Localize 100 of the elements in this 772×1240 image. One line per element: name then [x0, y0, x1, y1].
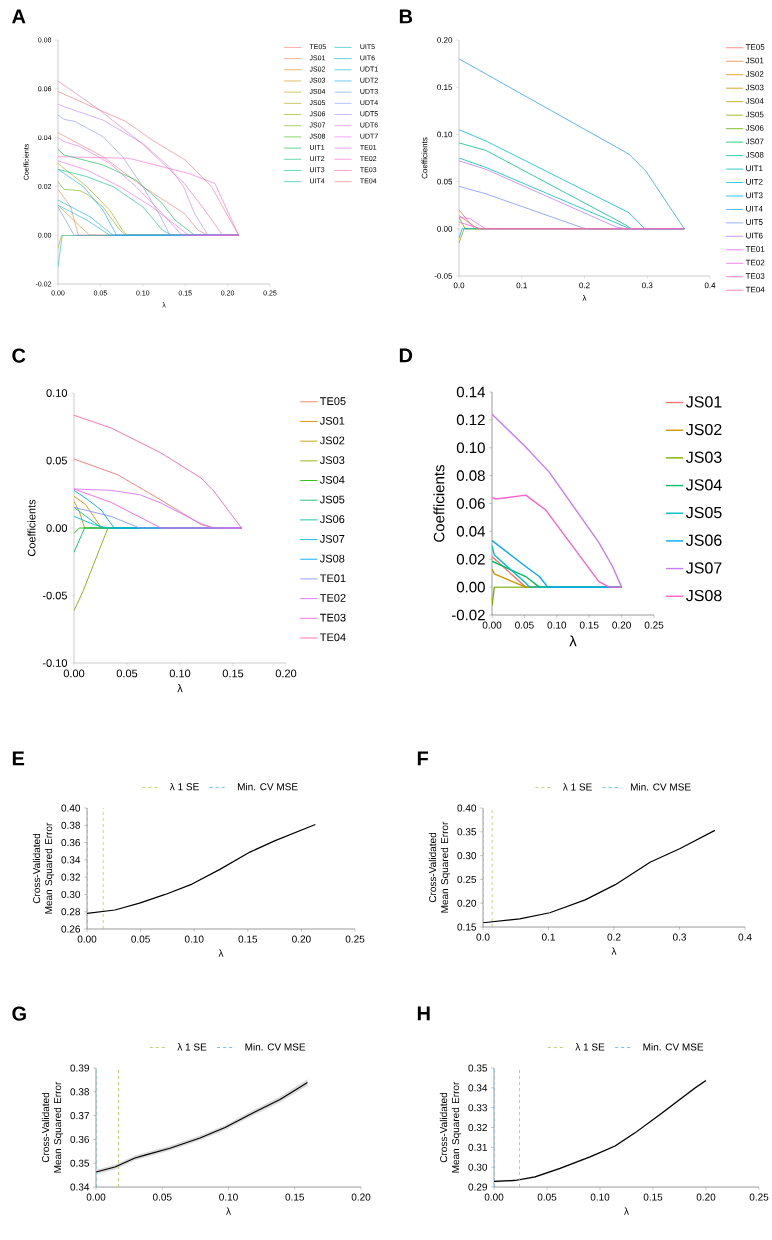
x-tick-label: 0.15 [238, 935, 258, 943]
x-tick-label: 0.2 [579, 282, 590, 289]
y-tick-label: 0.35 [457, 828, 477, 836]
y-tick-label: 0.36 [70, 1135, 90, 1143]
legend-label: JS06 [686, 534, 722, 546]
y-tick-label: 0.39 [70, 1064, 89, 1072]
legend-label: JS04 [319, 475, 345, 484]
y-tick-label: 0.10 [437, 131, 453, 138]
legend-label: JS06 [745, 125, 764, 131]
y-tick-label: 0.06 [456, 498, 485, 509]
legend-label: JS02 [319, 436, 345, 445]
x-tick-label: 0.15 [222, 669, 244, 678]
y-tick-label: 0.20 [457, 899, 477, 907]
x-tick-label: 0.00 [77, 935, 97, 943]
legend-label: JS03 [686, 451, 722, 463]
y-axis-title: Cross-Validated Mean Squared Error [41, 1081, 64, 1173]
y-tick-label: 0.36 [61, 839, 81, 847]
legend-label: UIT2 [746, 178, 763, 185]
y-tick-label: 0.30 [457, 852, 477, 860]
legend-label: λ 1 SE [177, 1043, 207, 1051]
x-tick-label: 0.20 [275, 669, 297, 678]
x-tick-label: 0.25 [644, 621, 664, 629]
legend-label: JS05 [686, 506, 722, 519]
chart-title: G [12, 1006, 26, 1021]
y-tick-label: 0.15 [437, 84, 453, 91]
y-tick-label: 0.15 [457, 923, 477, 931]
y-tick-label: 0.00 [456, 581, 485, 593]
y-tick-label: 0.40 [457, 804, 477, 812]
legend-label: TE04 [320, 633, 346, 642]
legend-label: TE05 [745, 44, 765, 50]
y-tick-label: -0.02 [451, 609, 485, 621]
legend-label: λ 1 SE [169, 782, 199, 791]
legend-label: JS04 [686, 479, 722, 491]
y-tick-label: 0.30 [468, 1163, 488, 1171]
legend-label: JS07 [319, 534, 345, 543]
chart-title: C [12, 348, 26, 363]
y-tick-label: 0.40 [61, 804, 81, 812]
y-axis-title: Coefficients [433, 465, 445, 542]
x-tick-label: 0.15 [285, 1193, 305, 1201]
chart-title: E [12, 751, 25, 766]
y-tick-label: 0.28 [61, 908, 81, 916]
legend-label: TE01 [320, 574, 346, 583]
y-axis-title: Cross-Validated Mean Squared Error [428, 821, 451, 913]
x-axis-title: λ [624, 1207, 629, 1215]
x-tick-label: 0.00 [484, 1193, 504, 1201]
y-tick-label: 0.31 [468, 1143, 487, 1151]
x-tick-label: 0.2 [607, 933, 621, 941]
x-tick-label: 0.4 [704, 282, 716, 289]
x-tick-label: 0.20 [351, 1193, 371, 1201]
x-tick-label: 0.20 [612, 621, 631, 629]
legend-label: TE01 [745, 246, 765, 252]
legend-label: JS07 [745, 138, 764, 145]
y-tick-label: -0.05 [434, 273, 453, 279]
y-tick-label: -0.10 [42, 659, 68, 667]
x-tick-label: 0.15 [579, 621, 599, 629]
legend-label: JS03 [745, 84, 764, 91]
legend-label: JS07 [686, 562, 722, 574]
legend-label: Min. CV MSE [245, 1043, 306, 1051]
x-axis-title: λ [218, 949, 224, 957]
x-tick-label: 0.10 [219, 1193, 238, 1201]
y-tick-label: 0.34 [468, 1084, 488, 1092]
y-tick-label: -0.05 [42, 591, 67, 600]
legend-label: TE03 [745, 273, 765, 279]
y-tick-label: 0.08 [456, 470, 485, 481]
x-tick-label: 0.20 [696, 1193, 716, 1201]
legend-label: TE02 [745, 259, 765, 266]
x-tick-label: 0.05 [515, 621, 534, 629]
y-tick-label: 0.04 [456, 526, 486, 537]
chart-title: D [399, 348, 413, 363]
y-tick-label: 0.34 [70, 1183, 90, 1191]
legend-label: JS06 [319, 515, 345, 524]
legend-label: UIT1 [746, 165, 763, 172]
x-tick-label: 0.05 [116, 669, 138, 678]
y-axis-title: Cross-Validated Mean Squared Error [32, 822, 55, 914]
y-tick-label: 0.33 [468, 1104, 488, 1112]
x-tick-label: 0.3 [672, 933, 687, 941]
legend-label: JS01 [745, 57, 764, 64]
legend-label: JS08 [686, 589, 722, 602]
y-tick-label: 0.32 [61, 873, 80, 881]
x-axis-title: λ [582, 295, 587, 301]
x-tick-label: 0.10 [590, 1193, 610, 1201]
legend-label: JS03 [319, 456, 345, 465]
x-tick-label: 0.15 [643, 1193, 663, 1201]
y-axis-title: Coefficients [27, 499, 36, 557]
legend-label: JS05 [319, 495, 345, 504]
legend-label: Min. CV MSE [643, 1043, 704, 1051]
x-tick-label: 0.10 [169, 669, 191, 678]
y-axis-title: Coefficients [421, 137, 428, 179]
legend-label: JS08 [319, 554, 345, 563]
y-tick-label: 0.35 [468, 1064, 488, 1072]
x-tick-label: 0.05 [152, 1193, 172, 1201]
legend-label: JS02 [745, 71, 764, 77]
legend-label: Min. CV MSE [237, 782, 298, 791]
legend-label: TE02 [320, 594, 346, 602]
y-tick-label: 0.00 [46, 524, 68, 532]
y-tick-label: 0.20 [437, 37, 453, 43]
y-tick-label: 0.05 [46, 456, 67, 465]
legend-label: UIT3 [746, 192, 763, 199]
x-tick-label: 0.10 [547, 621, 567, 629]
legend-label: JS04 [745, 98, 764, 104]
